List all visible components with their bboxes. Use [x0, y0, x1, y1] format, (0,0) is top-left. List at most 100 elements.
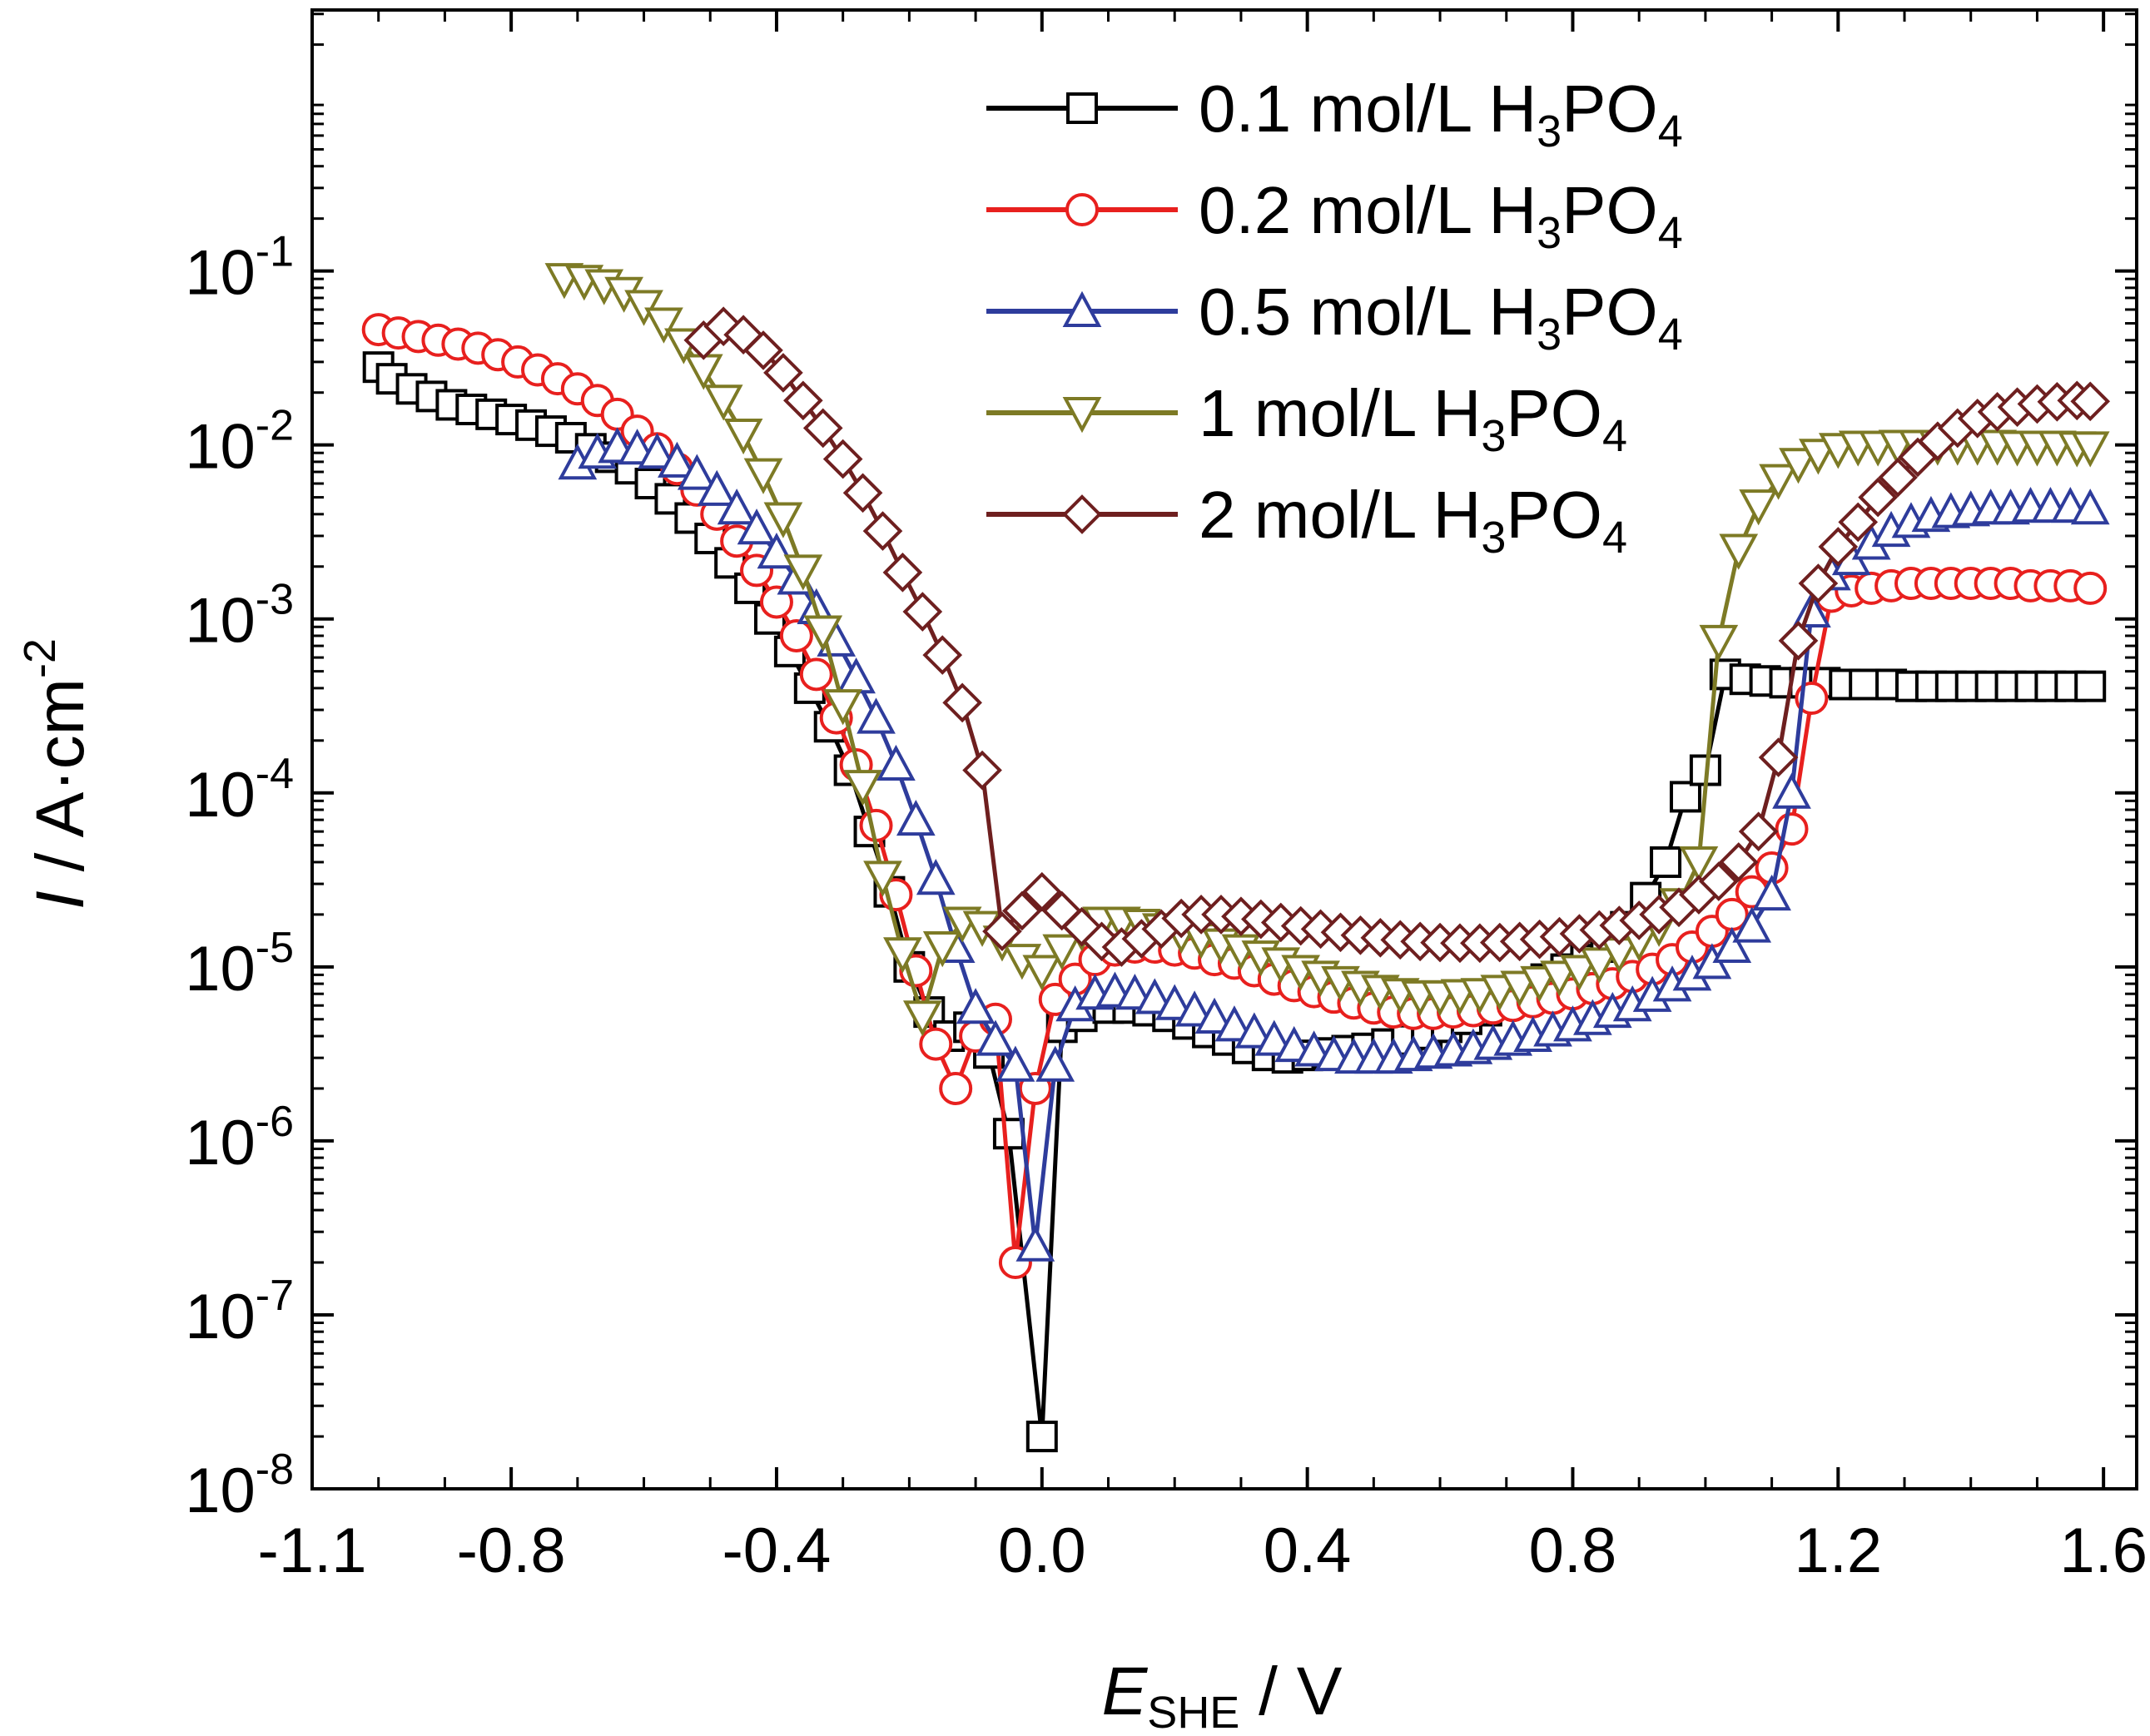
data-point — [638, 433, 677, 469]
data-point — [1035, 1045, 1075, 1082]
data-point — [763, 502, 803, 538]
data-point — [823, 689, 863, 726]
x-axis-title-subscript: SHE — [1147, 1688, 1239, 1736]
legend-label: 2 mol/L H3PO4 — [1199, 478, 1627, 563]
x-axis-title-symbol: E — [1102, 1654, 1149, 1729]
data-point — [843, 770, 882, 806]
data-point — [1135, 978, 1174, 1014]
data-point — [863, 861, 902, 897]
data-point — [1699, 624, 1739, 662]
data-point — [942, 682, 982, 723]
legend-item: 2 mol/L H3PO4 — [986, 478, 1627, 563]
data-point — [1022, 955, 1062, 991]
data-point — [922, 931, 962, 968]
data-point — [743, 330, 783, 370]
data-point — [703, 384, 743, 421]
data-point — [919, 1027, 953, 1061]
y-axis-title-superscript: -2 — [15, 638, 65, 678]
legend-label: 0.2 mol/L H3PO4 — [1199, 173, 1683, 258]
data-point — [1699, 861, 1739, 901]
data-point — [783, 554, 823, 591]
data-point — [1798, 563, 1839, 603]
data-point — [1738, 811, 1779, 851]
data-point — [896, 799, 936, 836]
data-point — [976, 1019, 1015, 1056]
data-point — [743, 458, 783, 494]
x-axis-title: ESHE / V — [1102, 1654, 1343, 1736]
data-point — [658, 441, 697, 478]
y-tick-label: 10-1 — [185, 228, 294, 309]
legend-swatch-marker — [1062, 290, 1102, 327]
legend-label: 0.5 mol/L H3PO4 — [1199, 275, 1683, 360]
y-tick-label: 10-6 — [185, 1098, 294, 1178]
legend: 0.1 mol/L H3PO4 0.2 mol/L H3PO4 0.5 mol/L … — [986, 72, 1683, 563]
data-point — [1878, 457, 1918, 498]
data-point — [1540, 960, 1579, 997]
data-point — [822, 439, 863, 479]
axis-ticks: -1.1 -0.8 -0.4 0.0 0.4 0.8 1.2 1.6 10-8 10-7 10-6 1… — [185, 10, 2148, 1586]
data-point — [992, 1118, 1025, 1150]
data-point — [1792, 591, 1831, 628]
data-point — [1849, 668, 1881, 701]
y-tick-label: 10-2 — [185, 402, 294, 483]
legend-swatch-marker — [1066, 92, 1098, 124]
data-point — [962, 750, 1002, 791]
legend-item: 0.1 mol/L H3PO4 — [986, 72, 1683, 156]
legend-swatch-marker — [1062, 397, 1102, 434]
data-point — [2070, 489, 2110, 525]
data-point — [2070, 431, 2110, 468]
data-point — [1739, 489, 1779, 526]
data-point — [1669, 781, 1701, 813]
data-point — [996, 1045, 1035, 1082]
data-point — [859, 808, 893, 842]
data-point — [1679, 846, 1719, 883]
y-tick-label: 10-4 — [185, 750, 294, 831]
data-point — [802, 408, 843, 449]
y-axis-title-symbol: I — [22, 890, 98, 910]
data-point — [883, 937, 922, 974]
data-point — [1778, 620, 1819, 661]
data-point — [1858, 477, 1898, 518]
data-point — [1772, 772, 1811, 809]
data-point — [717, 489, 757, 525]
y-axis-title-unit: / A·cm — [22, 678, 98, 890]
data-point — [902, 1000, 942, 1037]
series-layer — [361, 263, 2111, 1453]
data-point — [624, 290, 663, 326]
data-point — [1560, 955, 1599, 991]
data-point — [677, 454, 717, 490]
data-point — [1042, 934, 1082, 970]
y-tick-label: 10-8 — [185, 1446, 294, 1526]
data-point — [2073, 571, 2108, 605]
plot-frame — [310, 8, 2138, 1490]
data-point — [1650, 846, 1682, 878]
data-point — [1021, 871, 1062, 912]
data-point — [757, 533, 797, 569]
data-point — [1752, 874, 1791, 911]
data-point — [1779, 448, 1818, 484]
data-point — [916, 859, 956, 895]
data-point — [862, 511, 903, 551]
x-tick-label: 0.4 — [1264, 1515, 1352, 1586]
data-point — [882, 553, 923, 593]
data-point — [783, 380, 823, 421]
data-point — [1719, 533, 1759, 570]
data-point — [799, 657, 833, 692]
y-tick-label: 10-3 — [185, 576, 294, 657]
data-point — [1025, 1421, 1058, 1453]
legend-label: 1 mol/L H3PO4 — [1199, 376, 1627, 461]
x-axis-title-unit: / V — [1239, 1654, 1342, 1729]
data-point — [2070, 381, 2111, 422]
x-tick-label: -1.1 — [258, 1515, 367, 1586]
data-point — [737, 508, 777, 545]
y-axis-title: I / A·cm-2 — [15, 638, 98, 910]
data-point — [723, 418, 763, 455]
data-point — [956, 988, 996, 1024]
data-point — [697, 469, 737, 506]
data-point — [922, 635, 963, 675]
legend-label: 0.1 mol/L H3PO4 — [1199, 72, 1683, 156]
data-point — [1759, 464, 1798, 500]
legend-item: 0.2 mol/L H3PO4 — [986, 173, 1683, 258]
y-tick-label: 10-7 — [185, 1272, 294, 1352]
legend-item: 1 mol/L H3PO4 — [986, 376, 1627, 461]
